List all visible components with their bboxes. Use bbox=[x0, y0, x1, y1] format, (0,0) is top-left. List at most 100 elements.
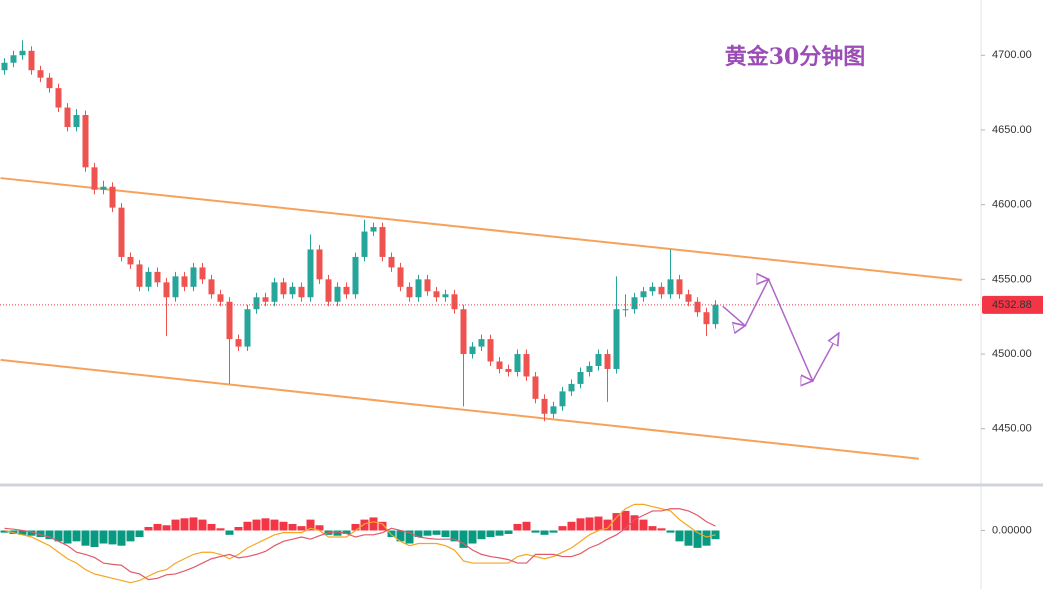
macd-bar bbox=[495, 530, 504, 536]
candle-body bbox=[64, 107, 71, 127]
macd-bar bbox=[189, 517, 198, 531]
last-price-box bbox=[982, 295, 1043, 314]
macd-bar bbox=[27, 530, 36, 536]
y-tick-label: 4500.00 bbox=[992, 348, 1032, 360]
candle-body bbox=[631, 297, 638, 310]
candle-body bbox=[208, 279, 215, 295]
candle-body bbox=[1, 62, 8, 71]
macd-bar bbox=[369, 517, 378, 531]
macd-bar bbox=[342, 530, 351, 534]
macd-bar bbox=[252, 519, 261, 531]
candle-body bbox=[199, 267, 206, 280]
y-tick-label: 4450.00 bbox=[992, 423, 1032, 435]
macd-bar bbox=[126, 530, 135, 542]
macd-bar bbox=[162, 525, 171, 531]
macd-bar bbox=[108, 530, 117, 545]
candle-body bbox=[541, 398, 548, 414]
candle-body bbox=[577, 371, 584, 384]
macd-bar bbox=[558, 526, 567, 531]
candle-body bbox=[388, 256, 395, 268]
macd-bar bbox=[45, 530, 54, 540]
macd-bar bbox=[450, 530, 459, 542]
macd-bar bbox=[567, 521, 576, 531]
macd-bar bbox=[81, 530, 90, 546]
macd-line bbox=[4, 503, 716, 584]
projection-path bbox=[722, 279, 839, 381]
last-price-label: 4532.88 bbox=[992, 299, 1032, 311]
macd-bar bbox=[198, 519, 207, 531]
macd-bar bbox=[513, 523, 522, 531]
candle-body bbox=[289, 286, 296, 295]
macd-bar bbox=[243, 521, 252, 531]
macd-bar bbox=[180, 518, 189, 531]
candle-body bbox=[496, 361, 503, 369]
macd-bar bbox=[405, 530, 414, 544]
candle-body bbox=[298, 286, 305, 298]
candle-body bbox=[469, 346, 476, 355]
macd-bar bbox=[603, 519, 612, 531]
macd-bar bbox=[621, 510, 630, 531]
macd-bar bbox=[630, 515, 639, 531]
candle-body bbox=[262, 297, 269, 302]
candle-body bbox=[343, 286, 350, 295]
candle-body bbox=[271, 282, 278, 302]
candle-body bbox=[235, 339, 242, 347]
macd-bar bbox=[657, 528, 666, 531]
candle-body bbox=[28, 50, 35, 71]
candle-body bbox=[658, 286, 665, 295]
candle-body bbox=[460, 309, 467, 355]
candle-body bbox=[586, 365, 593, 372]
y-tick-label: 4600.00 bbox=[992, 199, 1032, 211]
y-tick-label: 0.00000 bbox=[992, 524, 1032, 536]
macd-bar bbox=[306, 519, 315, 531]
macd-bar bbox=[477, 530, 486, 540]
macd-bar bbox=[702, 530, 711, 546]
candle-body bbox=[325, 279, 332, 302]
candle-body bbox=[118, 207, 125, 257]
macd-bar bbox=[666, 530, 675, 533]
macd-bar bbox=[576, 518, 585, 531]
candle-body bbox=[190, 267, 197, 287]
macd-bar bbox=[684, 530, 693, 546]
candle-body bbox=[622, 309, 629, 311]
candle-body bbox=[478, 339, 485, 347]
macd-bar bbox=[297, 526, 306, 531]
candle-body bbox=[361, 231, 368, 257]
macd-bar bbox=[414, 530, 423, 537]
candle-body bbox=[145, 271, 152, 287]
candle-body bbox=[397, 267, 404, 287]
candle-body bbox=[19, 50, 26, 56]
candle-body bbox=[433, 291, 440, 298]
candle-body bbox=[406, 286, 413, 298]
candle-body bbox=[37, 70, 44, 78]
macd-bar bbox=[261, 518, 270, 531]
macd-bar bbox=[540, 530, 549, 535]
macd-bar bbox=[225, 530, 234, 535]
macd-bar bbox=[585, 517, 594, 531]
candle-body bbox=[595, 354, 602, 366]
y-tick-label: 4700.00 bbox=[992, 49, 1032, 61]
candle-body bbox=[676, 279, 683, 295]
macd-bar bbox=[693, 530, 702, 548]
macd-bar bbox=[594, 516, 603, 531]
candle-body bbox=[442, 294, 449, 298]
candle-body bbox=[352, 256, 359, 295]
macd-bar bbox=[675, 530, 684, 542]
candle-body bbox=[703, 312, 710, 325]
macd-bar bbox=[36, 530, 45, 537]
macd-bar bbox=[315, 525, 324, 531]
macd-bar bbox=[468, 530, 477, 544]
candle-body bbox=[667, 279, 674, 295]
macd-bar bbox=[279, 521, 288, 531]
macd-bar bbox=[18, 530, 27, 535]
candle-body bbox=[307, 249, 314, 298]
candle-body bbox=[82, 115, 89, 168]
candle-body bbox=[244, 309, 251, 347]
macd-bar bbox=[54, 530, 63, 542]
macd-bar bbox=[63, 530, 72, 544]
trendline bbox=[0, 358, 920, 460]
chart-title: 黄金30分钟图 bbox=[725, 44, 866, 70]
candle-body bbox=[649, 286, 656, 292]
macd-bar bbox=[153, 523, 162, 531]
